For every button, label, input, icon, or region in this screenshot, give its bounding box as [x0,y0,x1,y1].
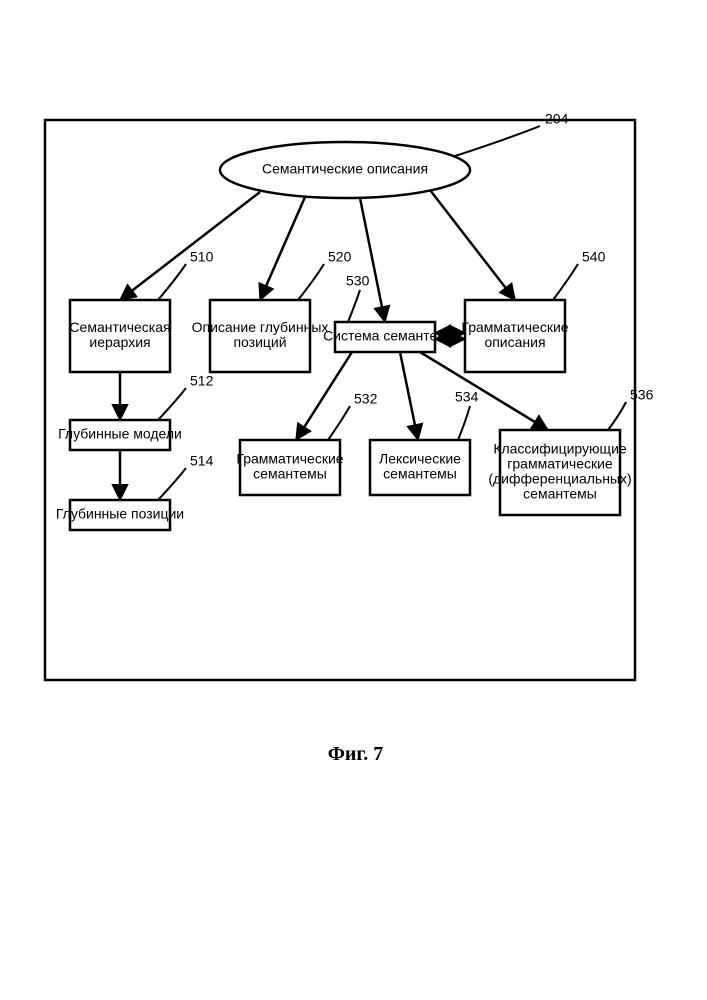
refnum-204: 204 [545,111,569,127]
refnum-520: 520 [328,249,352,265]
node-n536-label-2: (дифференциальных) [488,471,631,487]
node-n534-label-1: семантемы [383,466,457,482]
node-n536-label-0: Классифицирующие [493,441,627,457]
figure-caption: Фиг. 7 [328,743,384,765]
node-n510-label-1: иерархия [89,334,150,350]
node-n520-label-1: позиций [233,334,286,350]
node-n540-label-1: описания [484,334,545,350]
node-n532-label-1: семантемы [253,466,327,482]
node-n514-label-0: Глубинные позиции [56,506,184,522]
node-n534-label-0: Лексические [379,451,461,467]
node-n530-label-0: Система семантем [323,328,447,344]
refnum-536: 536 [630,387,654,403]
node-n536-label-1: грамматические [507,456,613,472]
node-n520-label-0: Описание глубинных [192,319,329,335]
refnum-514: 514 [190,453,214,469]
node-n540-label-0: Грамматические [461,319,568,335]
node-n536-label-3: семантемы [523,486,597,502]
node-n532-label-0: Грамматические [236,451,343,467]
refnum-512: 512 [190,373,214,389]
refnum-540: 540 [582,249,606,265]
refnum-532: 532 [354,391,378,407]
node-n512-label-0: Глубинные модели [58,426,182,442]
node-n510-label-0: Семантическая [69,319,170,335]
refnum-534: 534 [455,389,479,405]
diagram-frame [45,120,635,680]
node-root-label-0: Семантические описания [262,161,428,177]
refnum-510: 510 [190,249,214,265]
refnum-530: 530 [346,273,370,289]
